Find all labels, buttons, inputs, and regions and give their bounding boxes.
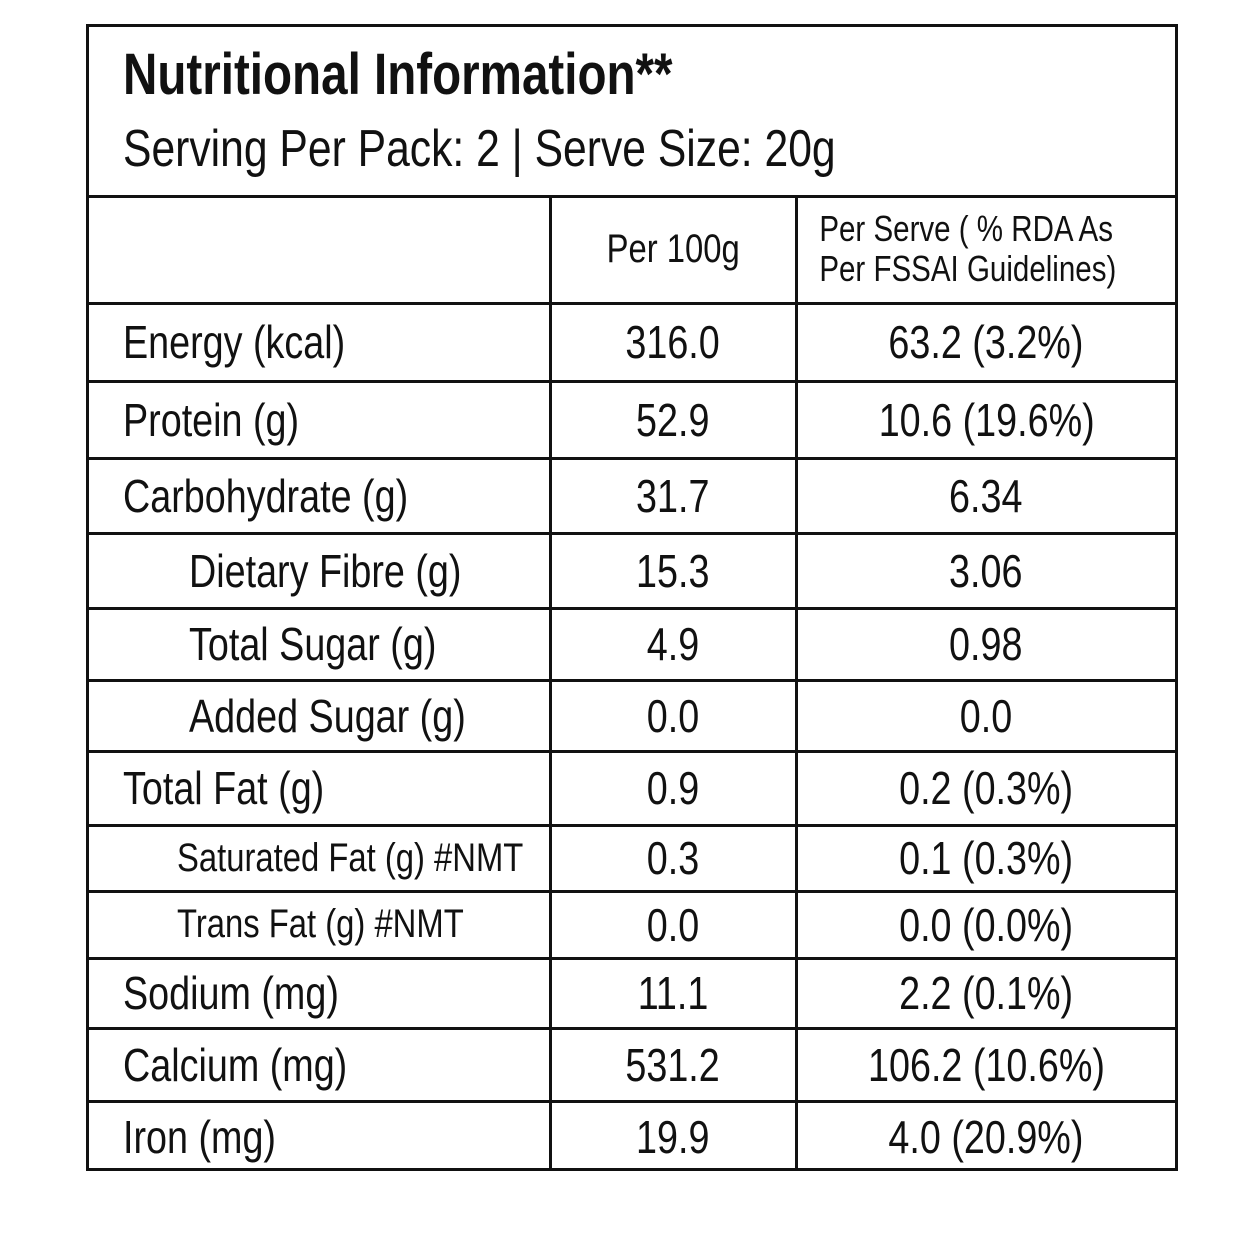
table-cell: 0.0 (794, 678, 1175, 753)
table-cell: 531.2 (548, 1026, 798, 1103)
header-row: Per 100g Per Serve ( % RDA As Per FSSAI … (89, 198, 1175, 305)
nutrient-value: 0.9 (646, 762, 700, 814)
subtitle: Serving Per Pack: 2 | Serve Size: 20g (123, 120, 836, 178)
nutrient-label: Dietary Fibre (g) (189, 544, 462, 597)
table-cell: 63.2 (3.2%) (794, 301, 1175, 383)
nutrient-value: 316.0 (625, 316, 721, 368)
table-cell: Energy (kcal) (89, 301, 552, 383)
nutrition-panel: Nutritional Information** Serving Per Pa… (86, 24, 1178, 1171)
table-cell: Trans Fat (g) #NMT (89, 889, 552, 960)
table-cell: 3.06 (794, 531, 1175, 610)
table-row: Total Fat (g) 0.9 0.2 (0.3%) (89, 749, 1175, 827)
nutrient-value: 0.0 (960, 689, 1013, 742)
table-cell: 11.1 (548, 956, 798, 1030)
table-row: Total Sugar (g) 4.9 0.98 (89, 606, 1175, 682)
column-header: Per Serve ( % RDA As Per FSSAI Guideline… (818, 207, 1116, 289)
header-cell: Per 100g (548, 198, 798, 305)
table-cell: 0.0 (548, 889, 798, 960)
nutrient-value: 0.98 (949, 618, 1023, 670)
nutrient-label: Sodium (mg) (123, 967, 339, 1019)
nutrient-label: Added Sugar (g) (189, 689, 466, 742)
nutrient-value: 63.2 (3.2%) (888, 316, 1084, 368)
nutrient-label: Trans Fat (g) #NMT (177, 902, 464, 946)
table-cell: Sodium (mg) (89, 956, 552, 1030)
table-cell: 4.0 (20.9%) (794, 1099, 1175, 1171)
table-cell: 31.7 (548, 456, 798, 535)
nutrient-value: 52.9 (636, 393, 710, 446)
table-cell: 2.2 (0.1%) (794, 956, 1175, 1030)
table-row: Protein (g) 52.9 10.6 (19.6%) (89, 379, 1175, 460)
table-cell: 0.3 (548, 823, 798, 893)
table-cell: Total Sugar (g) (89, 606, 552, 682)
nutrient-value: 3.06 (949, 544, 1023, 597)
header-cell (89, 198, 552, 305)
nutrient-value: 19.9 (636, 1110, 710, 1163)
nutrient-value: 11.1 (637, 967, 709, 1019)
table-cell: Protein (g) (89, 379, 552, 460)
table-row: Trans Fat (g) #NMT 0.0 0.0 (0.0%) (89, 889, 1175, 960)
nutrient-label: Carbohydrate (g) (123, 469, 409, 522)
table-body: Per 100g Per Serve ( % RDA As Per FSSAI … (89, 198, 1175, 1171)
table-cell: Saturated Fat (g) #NMT (89, 823, 552, 893)
nutrient-label: Protein (g) (123, 393, 300, 446)
table-cell: Calcium (mg) (89, 1026, 552, 1103)
table-cell: 106.2 (10.6%) (794, 1026, 1175, 1103)
table-row: Iron (mg) 19.9 4.0 (20.9%) (89, 1099, 1175, 1171)
nutrient-value: 531.2 (625, 1038, 721, 1091)
nutrient-value: 0.2 (0.3%) (899, 762, 1074, 814)
nutrient-label: Total Fat (g) (123, 762, 325, 814)
nutrient-value: 15.3 (636, 544, 710, 597)
nutrient-value: 0.0 (646, 898, 700, 951)
nutrient-value: 2.2 (0.1%) (899, 967, 1074, 1019)
table-cell: 0.0 (548, 678, 798, 753)
table-row: Sodium (mg) 11.1 2.2 (0.1%) (89, 956, 1175, 1030)
nutrient-value: 10.6 (19.6%) (878, 393, 1095, 446)
nutrient-value: 6.34 (949, 469, 1023, 522)
nutrient-value: 0.0 (646, 689, 700, 742)
table-cell: 0.0 (0.0%) (794, 889, 1175, 960)
nutrient-value: 0.1 (0.3%) (899, 832, 1074, 884)
table-cell: 10.6 (19.6%) (794, 379, 1175, 460)
nutrient-value: 4.9 (646, 618, 700, 670)
table-row: Dietary Fibre (g) 15.3 3.06 (89, 531, 1175, 610)
table-row: Calcium (mg) 531.2 106.2 (10.6%) (89, 1026, 1175, 1103)
nutrient-label: Iron (mg) (123, 1110, 277, 1163)
nutrient-label: Energy (kcal) (123, 316, 346, 368)
table-cell: 52.9 (548, 379, 798, 460)
table-cell: 19.9 (548, 1099, 798, 1171)
table-cell: 4.9 (548, 606, 798, 682)
table-row: Energy (kcal) 316.0 63.2 (3.2%) (89, 301, 1175, 383)
table-cell: 316.0 (548, 301, 798, 383)
nutrition-table: Per 100g Per Serve ( % RDA As Per FSSAI … (89, 198, 1175, 1171)
table-cell: Dietary Fibre (g) (89, 531, 552, 610)
nutrient-value: 106.2 (10.6%) (867, 1038, 1105, 1091)
nutrient-value: 0.3 (646, 832, 700, 884)
table-row: Carbohydrate (g) 31.7 6.34 (89, 456, 1175, 535)
table-cell: Carbohydrate (g) (89, 456, 552, 535)
table-cell: 0.9 (548, 749, 798, 827)
nutrient-label: Saturated Fat (g) #NMT (177, 835, 524, 880)
table-cell: 0.98 (794, 606, 1175, 682)
nutrient-label: Calcium (mg) (123, 1038, 348, 1091)
table-cell: Total Fat (g) (89, 749, 552, 827)
table-cell: 15.3 (548, 531, 798, 610)
table-row: Added Sugar (g) 0.0 0.0 (89, 678, 1175, 753)
table-row: Saturated Fat (g) #NMT 0.3 0.1 (0.3%) (89, 823, 1175, 893)
nutrient-label: Total Sugar (g) (189, 618, 437, 670)
table-cell: 0.2 (0.3%) (794, 749, 1175, 827)
nutrient-value: 31.7 (636, 469, 710, 522)
panel-header: Nutritional Information** Serving Per Pa… (89, 27, 1175, 198)
nutrient-value: 0.0 (0.0%) (899, 898, 1074, 951)
table-cell: Iron (mg) (89, 1099, 552, 1171)
title: Nutritional Information** (123, 42, 673, 107)
column-header: Per 100g (606, 227, 740, 272)
table-cell: 6.34 (794, 456, 1175, 535)
table-cell: Added Sugar (g) (89, 678, 552, 753)
nutrient-value: 4.0 (20.9%) (888, 1110, 1084, 1163)
header-cell: Per Serve ( % RDA As Per FSSAI Guideline… (794, 198, 1175, 305)
table-cell: 0.1 (0.3%) (794, 823, 1175, 893)
